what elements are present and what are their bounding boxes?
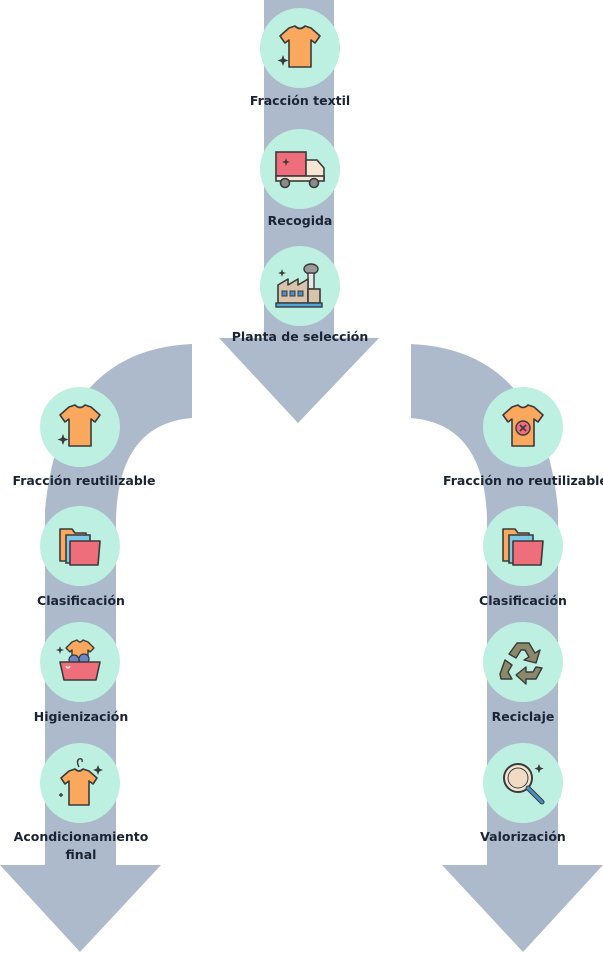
label-clasificacion-right: Clasificación — [479, 593, 567, 608]
delivery-truck-icon — [275, 151, 325, 189]
tshirt-sparkle-icon — [277, 25, 321, 68]
node-recogida — [260, 129, 340, 209]
label-acondicionamiento-line2: final — [65, 847, 97, 862]
node-valorizacion — [483, 743, 563, 823]
label-fraccion-no-reutilizable: Fracción no reutilizable — [443, 473, 603, 488]
label-higienizacion: Higienización — [33, 709, 129, 724]
node-fraccion-no-reutilizable — [483, 387, 563, 467]
recycle-icon — [499, 642, 543, 685]
node-clasificacion-right — [483, 506, 563, 586]
label-clasificacion-left: Clasificación — [37, 593, 125, 608]
label-acondicionamiento: Acondicionamiento final — [0, 828, 162, 864]
node-fraccion-textil — [260, 8, 340, 88]
tshirt-sparkle-icon — [57, 404, 101, 447]
node-clasificacion-left — [40, 506, 120, 586]
label-reciclaje: Reciclaje — [491, 709, 555, 724]
factory-icon — [275, 263, 323, 308]
node-acondicionamiento — [40, 743, 120, 823]
label-fraccion-textil: Fracción textil — [249, 93, 351, 108]
tshirt-x-icon — [502, 404, 544, 447]
node-fraccion-reutilizable — [40, 387, 120, 467]
laundry-basin-icon — [56, 639, 101, 681]
center-arrow — [219, 0, 379, 423]
node-reciclaje — [483, 622, 563, 702]
label-acondicionamiento-line1: Acondicionamiento — [13, 829, 149, 844]
folders-icon — [502, 528, 544, 566]
hanger-tshirt-icon — [59, 758, 103, 806]
folders-icon — [59, 528, 101, 566]
node-planta-seleccion — [260, 246, 340, 326]
label-fraccion-reutilizable: Fracción reutilizable — [12, 473, 156, 488]
label-planta-seleccion: Planta de selección — [231, 329, 369, 344]
label-recogida: Recogida — [267, 213, 333, 228]
label-valorizacion: Valorización — [480, 829, 566, 844]
node-higienizacion — [40, 622, 120, 702]
magnifier-icon — [503, 763, 545, 805]
